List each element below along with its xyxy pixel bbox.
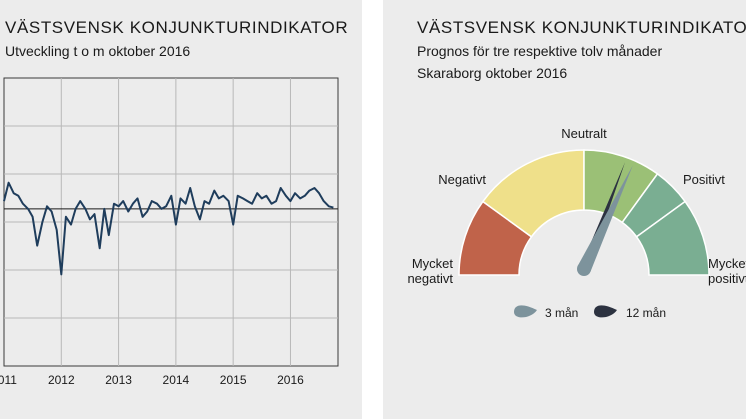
x-tick-label: 2014 [163, 373, 190, 387]
gauge-chart: MycketnegativtNegativtNeutraltPositivtMy… [407, 126, 746, 320]
line-chart-subtitle: Utveckling t o m oktober 2016 [5, 43, 191, 59]
gauge-segment-label: Mycket [412, 256, 454, 271]
gauge-title: VÄSTSVENSK KONJUNKTURINDIKATOR [417, 18, 746, 37]
legend-label-12-months: 12 mån [626, 306, 666, 320]
x-tick-label: 2012 [48, 373, 75, 387]
data-line [3, 181, 334, 276]
gauge-segment-label: Mycket [708, 256, 746, 271]
gauge-segment-label: Neutralt [561, 126, 607, 141]
needle-hub [577, 262, 591, 276]
x-tick-label: 2015 [220, 373, 247, 387]
gauge-panel: VÄSTSVENSK KONJUNKTURINDIKATOR Prognos f… [383, 0, 746, 419]
gauge-segment-label: negativt [407, 271, 453, 286]
gauge-segment-label: Positivt [683, 172, 725, 187]
legend-label-3-months: 3 mån [545, 306, 578, 320]
legend-marker-12-months [594, 305, 617, 318]
legend-marker-3-months [514, 305, 537, 318]
line-chart-panel: VÄSTSVENSK KONJUNKTURINDIKATOR Utvecklin… [0, 0, 362, 419]
x-tick-label: 2016 [277, 373, 304, 387]
gauge-segment [635, 200, 710, 276]
gauge-subtitle-line1: Prognos för tre respektive tolv månader [417, 43, 663, 59]
gauge-segment-label: positivt [708, 271, 746, 286]
gauge-subtitle-line2: Skaraborg oktober 2016 [417, 65, 568, 81]
gauge-segment-label: Negativt [438, 172, 486, 187]
needle-3-months [577, 165, 633, 272]
line-chart: 2011 2012 2013 2014 2015 2016 [0, 77, 339, 387]
x-tick-label: 2011 [0, 373, 17, 387]
line-chart-title: VÄSTSVENSK KONJUNKTURINDIKATOR [5, 18, 349, 37]
x-tick-label: 2013 [105, 373, 132, 387]
